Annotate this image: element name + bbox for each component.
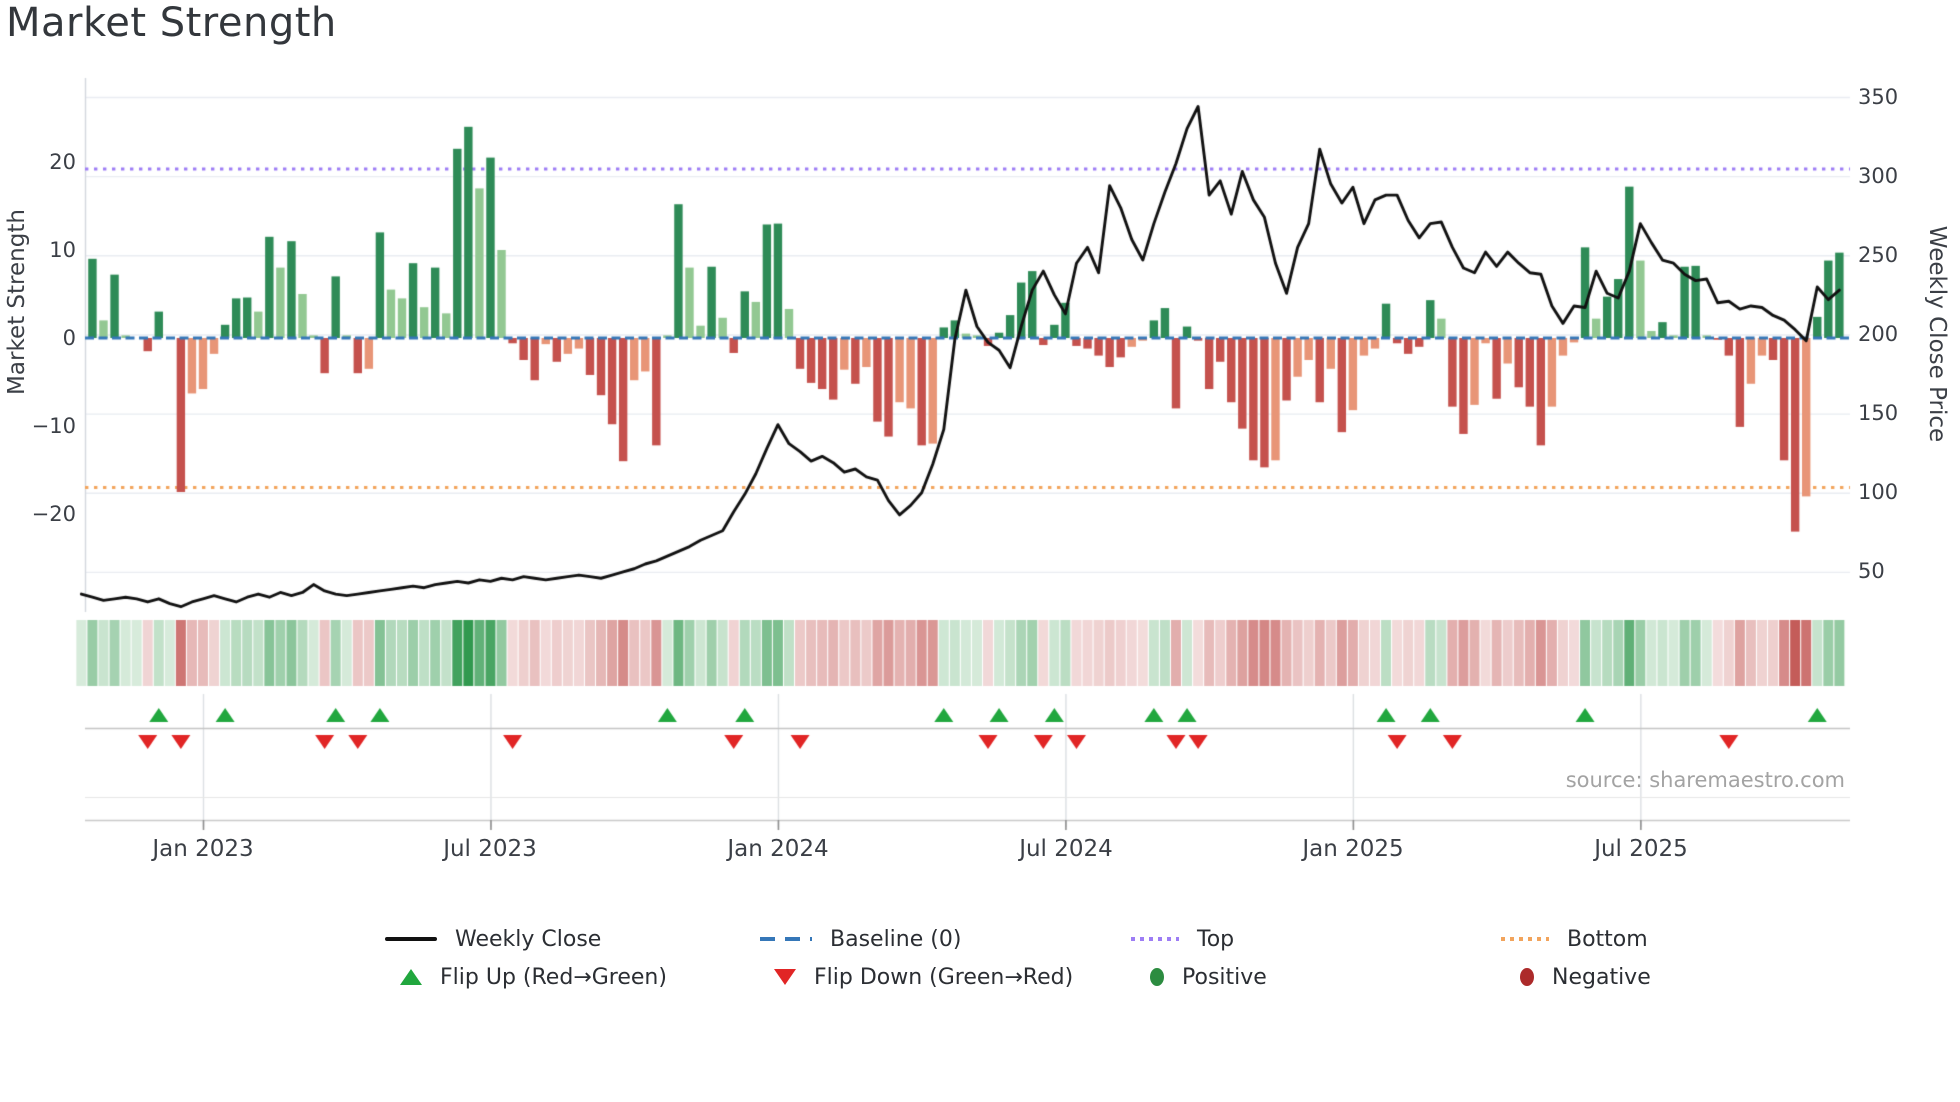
right-tick-label: 50 — [1858, 559, 1885, 583]
x-tick-label: Jan 2025 — [1302, 836, 1404, 862]
right-tick-label: 100 — [1858, 480, 1899, 504]
legend-label: Flip Up (Red→Green) — [440, 964, 667, 990]
legend-item-bottom: Bottom — [1501, 925, 1648, 953]
baseline-dash-swatch — [760, 937, 812, 941]
top-dotted-swatch — [1131, 937, 1179, 941]
legend-item-top: Top — [1131, 925, 1234, 953]
left-tick-label: 20 — [49, 150, 76, 174]
right-axis-title: Weekly Close Price — [1924, 225, 1950, 443]
legend-item-positive: Positive — [1150, 963, 1267, 991]
positive-dot-icon — [1150, 968, 1164, 986]
left-tick-label: 0 — [62, 326, 76, 350]
negative-dot-icon — [1520, 968, 1534, 986]
left-tick-label: 10 — [49, 238, 76, 262]
right-tick-label: 250 — [1858, 243, 1899, 267]
legend-label: Weekly Close — [455, 926, 602, 952]
left-axis-title: Market Strength — [4, 209, 30, 395]
legend-item-baseline: Baseline (0) — [760, 925, 961, 953]
legend-label: Negative — [1552, 964, 1651, 990]
x-tick-label: Jul 2024 — [1019, 836, 1113, 862]
x-tick-label: Jan 2023 — [152, 836, 254, 862]
weekly-close-line-swatch — [385, 937, 437, 941]
right-tick-label: 150 — [1858, 401, 1899, 425]
x-tick-label: Jan 2024 — [727, 836, 829, 862]
bottom-dotted-swatch — [1501, 937, 1549, 941]
page-title: Market Strength — [6, 0, 337, 46]
x-tick-label: Jul 2025 — [1594, 836, 1688, 862]
right-tick-label: 350 — [1858, 85, 1899, 109]
left-tick-label: −20 — [31, 502, 76, 526]
right-tick-label: 300 — [1858, 164, 1899, 188]
legend-label: Flip Down (Green→Red) — [814, 964, 1074, 990]
legend-item-weekly-close: Weekly Close — [385, 925, 601, 953]
right-tick-label: 200 — [1858, 322, 1899, 346]
legend-item-negative: Negative — [1520, 963, 1651, 991]
legend-item-flip-up: Flip Up (Red→Green) — [400, 963, 667, 991]
legend-label: Baseline (0) — [830, 926, 962, 952]
flip-up-triangle-icon — [400, 969, 422, 985]
legend-item-flip-down: Flip Down (Green→Red) — [774, 963, 1073, 991]
source-attribution: source: sharemaestro.com — [1565, 768, 1845, 792]
legend-label: Top — [1197, 926, 1235, 952]
flip-down-triangle-icon — [774, 969, 796, 985]
legend-label: Bottom — [1567, 926, 1648, 952]
legend-label: Positive — [1182, 964, 1267, 990]
x-tick-label: Jul 2023 — [443, 836, 537, 862]
left-tick-label: −10 — [31, 414, 76, 438]
